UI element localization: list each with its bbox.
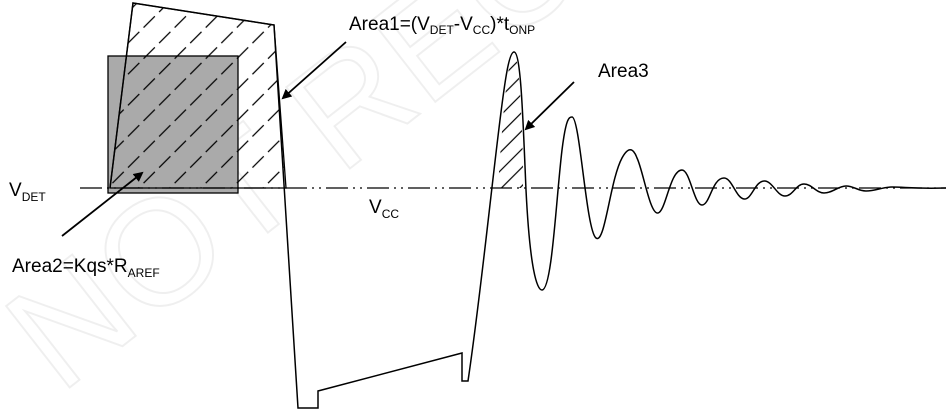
drain-waveform [109, 2, 946, 409]
area3-hatched-region [498, 55, 523, 188]
vcc-label: VCC [369, 197, 399, 221]
area1-label: Area1=(VDET-VCC)*tONP [349, 14, 535, 37]
area1-arrow [281, 41, 347, 100]
area3-label: Area3 [598, 61, 649, 82]
vdet-label: VDET [9, 180, 46, 204]
area2-label: Area2=Kqs*RAREF [12, 256, 160, 280]
area1-hatched-region [109, 2, 287, 189]
area3-arrow [524, 81, 575, 131]
area2-arrow [61, 171, 144, 237]
